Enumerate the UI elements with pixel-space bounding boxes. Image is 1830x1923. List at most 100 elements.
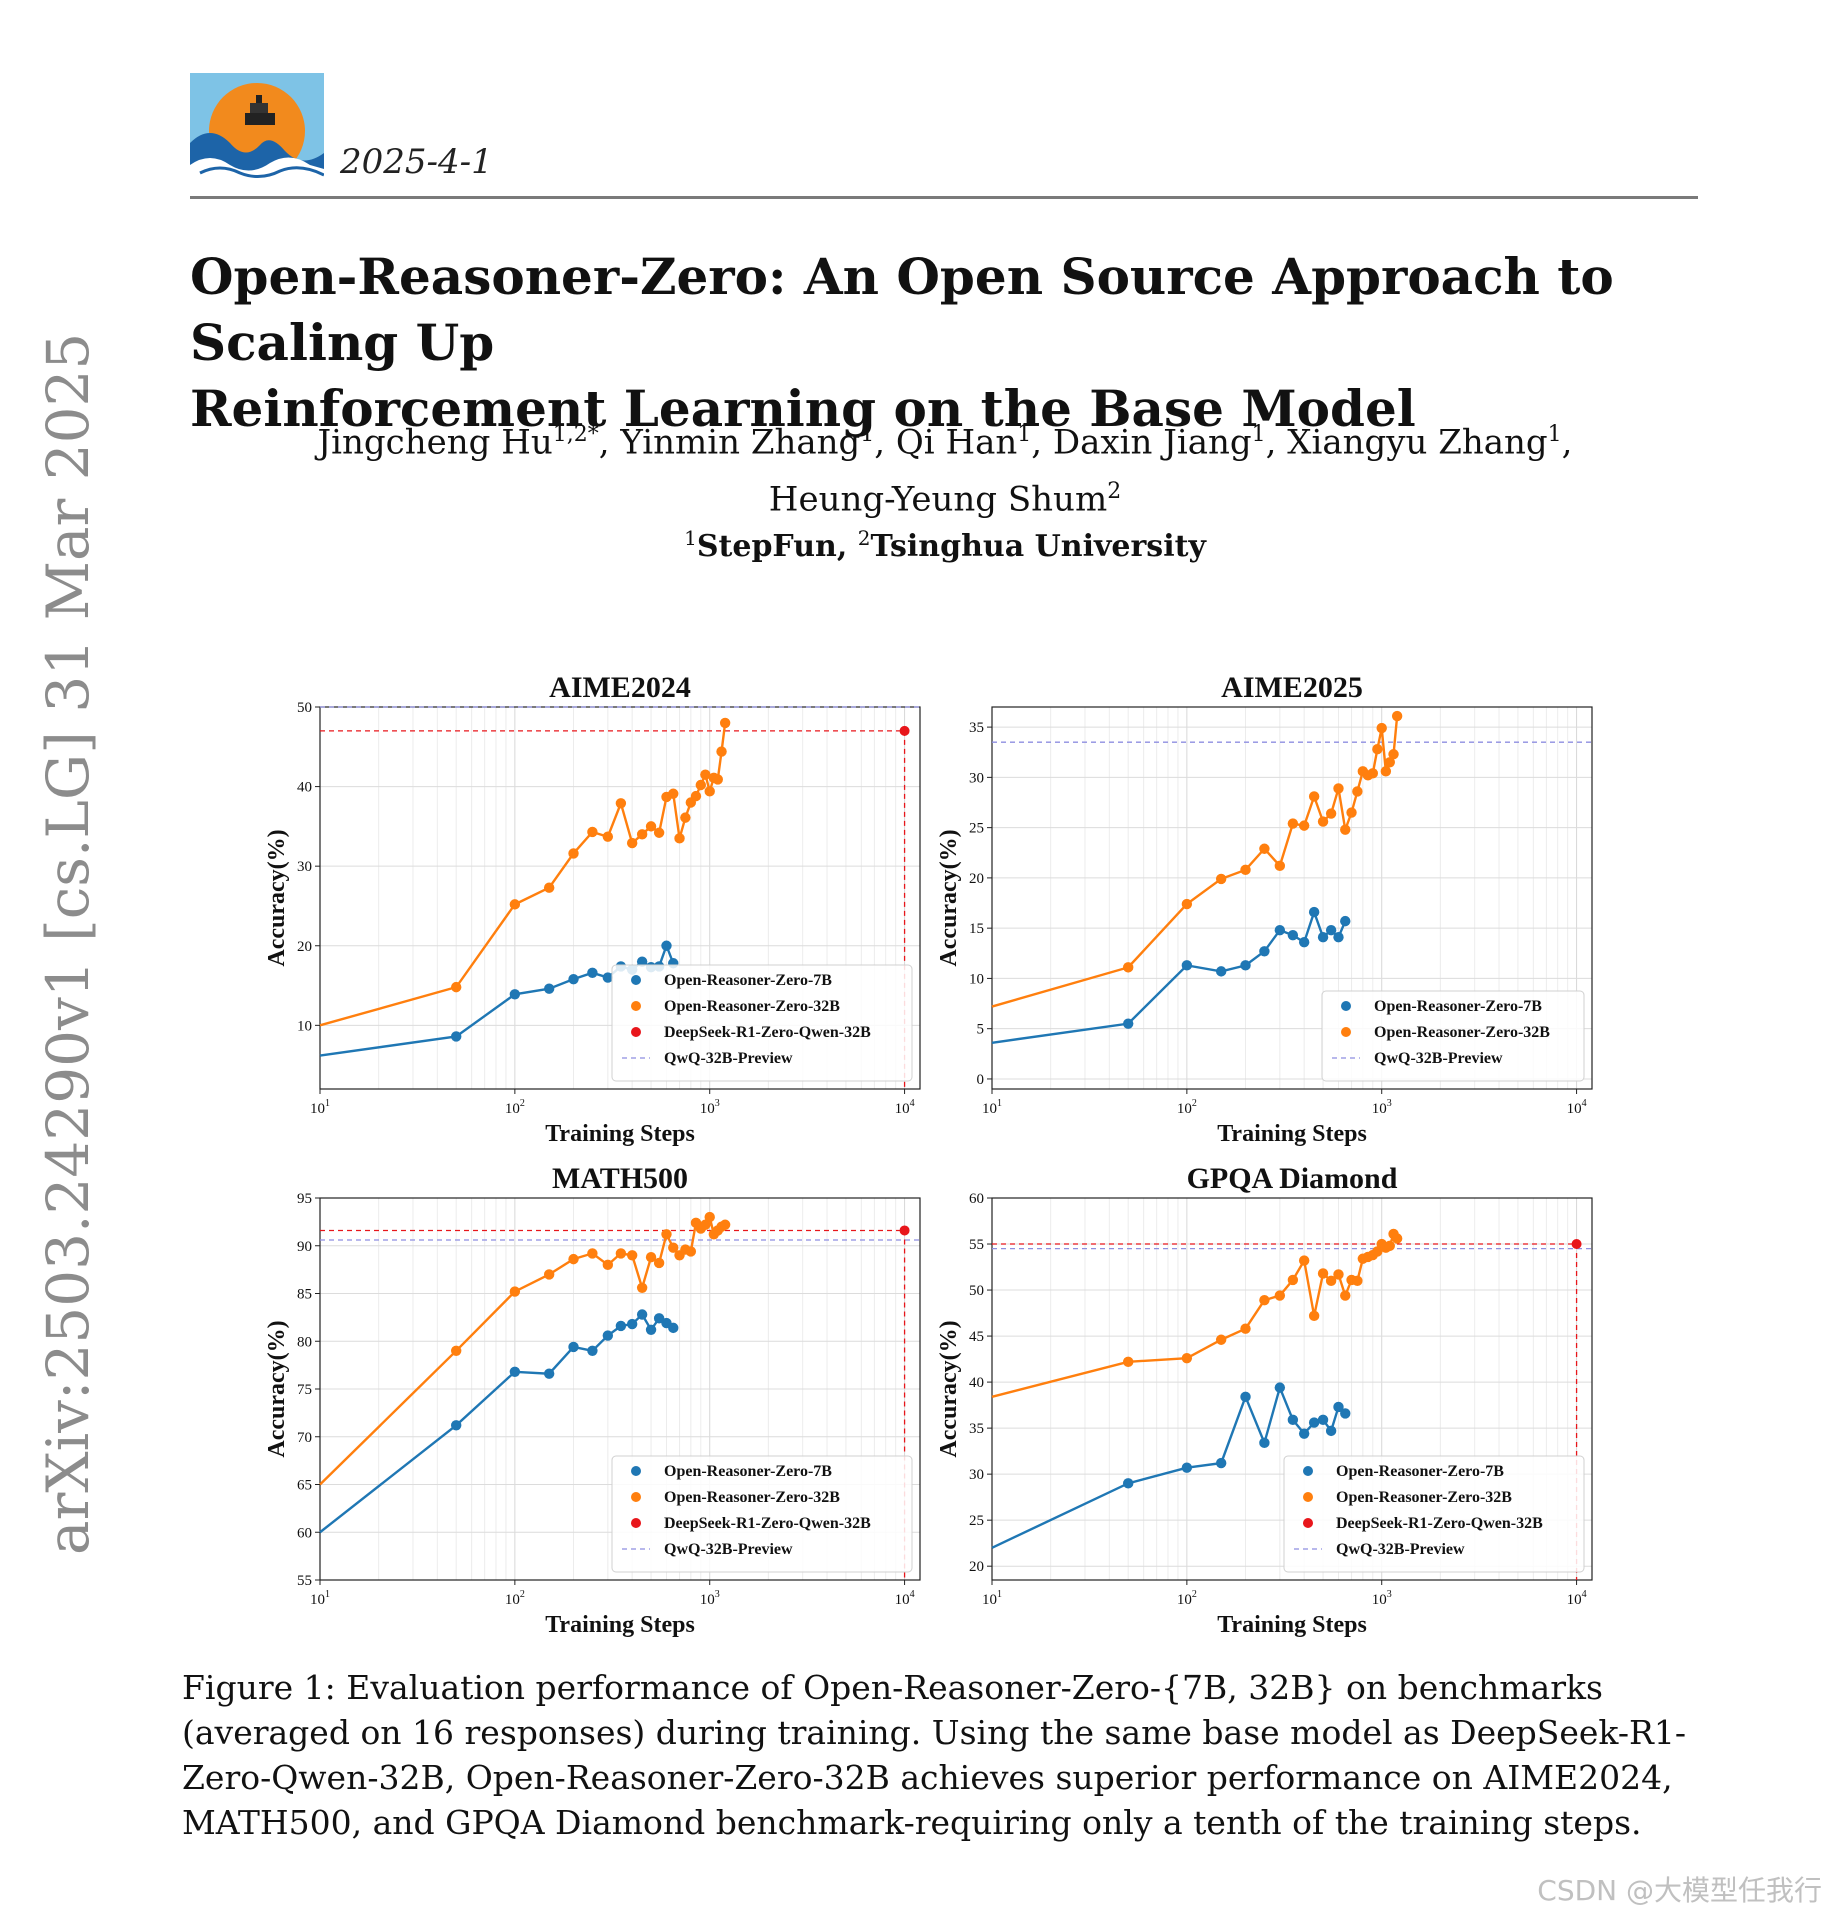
y-tick-label: 25 bbox=[969, 1513, 984, 1529]
plot-frame bbox=[991, 706, 1593, 1090]
series-point-32b bbox=[1181, 898, 1193, 910]
x-tick-label: 103 bbox=[1372, 1098, 1392, 1117]
x-tick-label: 104 bbox=[895, 1098, 915, 1117]
y-tick-label: 85 bbox=[297, 1287, 312, 1303]
x-tick-label: 102 bbox=[1177, 1098, 1197, 1117]
author-sup: 1,2* bbox=[552, 422, 599, 447]
series-point-7b bbox=[602, 972, 614, 983]
legend-label: QwQ-32B-Preview bbox=[664, 1541, 793, 1558]
author-sup: 2 bbox=[1107, 479, 1122, 505]
series-point-7b bbox=[1274, 1382, 1286, 1393]
y-tick-label: 65 bbox=[297, 1478, 312, 1494]
y-tick-label: 35 bbox=[969, 1421, 984, 1437]
x-tick-exponent: 4 bbox=[1582, 1098, 1587, 1109]
y-tick-label: 15 bbox=[969, 921, 984, 937]
y-tick-label: 35 bbox=[969, 720, 984, 736]
legend-label: QwQ-32B-Preview bbox=[1374, 1050, 1503, 1067]
series-point-7b bbox=[543, 983, 555, 994]
legend-label: Open-Reasoner-Zero-32B bbox=[664, 998, 840, 1015]
x-tick-label: 103 bbox=[1372, 1589, 1392, 1608]
x-tick-exponent: 3 bbox=[715, 1589, 720, 1600]
y-tick-label: 75 bbox=[297, 1382, 312, 1398]
series-point-7b bbox=[1333, 932, 1344, 943]
series-point-32b bbox=[450, 981, 462, 993]
series-point-7b bbox=[636, 956, 648, 967]
y-tick-label: 10 bbox=[297, 1018, 312, 1034]
x-tick-exponent: 3 bbox=[715, 1098, 720, 1109]
series-point-7b bbox=[1333, 1401, 1344, 1413]
chart-title: MATH500 bbox=[552, 1162, 688, 1195]
y-tick-label: 45 bbox=[969, 1329, 984, 1345]
series-point-32b bbox=[1215, 873, 1227, 885]
series-point-32b bbox=[1240, 1323, 1251, 1334]
y-tick-label: 70 bbox=[297, 1430, 312, 1446]
series-point-32b bbox=[1391, 1233, 1403, 1244]
author-sup: 1 bbox=[860, 422, 875, 447]
y-tick-label: 10 bbox=[969, 971, 984, 987]
series-point-32b bbox=[1274, 860, 1286, 872]
series-point-32b bbox=[1325, 1275, 1337, 1287]
legend-marker bbox=[631, 1518, 641, 1528]
legend-label: Open-Reasoner-Zero-32B bbox=[664, 1489, 840, 1506]
series-point-32b bbox=[719, 1219, 731, 1230]
series-point-32b bbox=[653, 827, 665, 838]
y-tick-label: 40 bbox=[969, 1375, 984, 1391]
series-point-7b bbox=[1274, 924, 1286, 936]
series-point-32b bbox=[636, 1282, 648, 1293]
series-point-32b bbox=[1259, 843, 1270, 854]
series-point-7b bbox=[1240, 1391, 1251, 1403]
chart-panel-1: 0 5 10 15 20 25 30 35 101 102 103 104 AIME2025 Traini… bbox=[936, 671, 1593, 1147]
legend-box bbox=[1283, 1455, 1585, 1573]
series-point-32b bbox=[1380, 766, 1392, 777]
series-point-32b bbox=[653, 1257, 665, 1269]
header-date: 2025-4-1 bbox=[340, 142, 493, 182]
legend-marker bbox=[1303, 1518, 1313, 1528]
series-point-32b bbox=[704, 786, 715, 797]
series-point-32b bbox=[1340, 824, 1351, 835]
legend-marker bbox=[1341, 1001, 1351, 1011]
series-point-7b bbox=[1298, 937, 1310, 948]
chart-title: AIME2025 bbox=[1221, 671, 1363, 704]
series-point-32b bbox=[1346, 807, 1357, 818]
series-point-32b bbox=[1384, 1240, 1395, 1252]
series-point-7b bbox=[1215, 966, 1227, 977]
author-list: Jingcheng Hu1,2*, Yinmin Zhang1, Qi Han1… bbox=[190, 410, 1700, 525]
series-point-32b bbox=[690, 790, 702, 802]
affiliations: 1StepFun, 2Tsinghua University bbox=[684, 526, 1206, 564]
x-tick-label: 102 bbox=[1177, 1589, 1197, 1608]
series-point-32b bbox=[1352, 1275, 1363, 1287]
legend-marker bbox=[631, 1001, 641, 1011]
x-tick-label: 104 bbox=[1567, 1098, 1587, 1117]
legend-label: DeepSeek-R1-Zero-Qwen-32B bbox=[664, 1024, 871, 1041]
series-point-32b bbox=[1333, 783, 1344, 794]
x-axis-label: Training Steps bbox=[1217, 1612, 1367, 1638]
x-tick-label: 101 bbox=[310, 1098, 330, 1117]
series-point-32b bbox=[509, 899, 521, 910]
y-tick-label: 0 bbox=[977, 1072, 985, 1088]
y-tick-label: 95 bbox=[297, 1191, 312, 1207]
series-point-32b bbox=[1259, 1294, 1270, 1306]
y-tick-label: 20 bbox=[297, 939, 312, 955]
series-point-7b bbox=[568, 1341, 579, 1353]
series-point-7b bbox=[615, 1320, 627, 1332]
legend-marker bbox=[631, 1466, 641, 1476]
author-name: Jingcheng Hu bbox=[317, 422, 553, 463]
series-point-32b bbox=[645, 821, 657, 832]
series-point-7b bbox=[1181, 960, 1193, 971]
series-point-32b bbox=[615, 798, 627, 809]
x-axis-label: Training Steps bbox=[545, 1612, 695, 1638]
series-line-32b bbox=[319, 1213, 726, 1486]
series-point-32b bbox=[1317, 1268, 1329, 1279]
author-sup: 1 bbox=[1547, 422, 1562, 447]
series-point-7b bbox=[636, 1309, 648, 1320]
series-point-7b bbox=[1259, 946, 1270, 957]
chart-panel-0: 10 20 30 40 50 101 102 103 104 AIME2024 Training S… bbox=[264, 671, 921, 1147]
series-point-32b bbox=[1122, 1356, 1134, 1368]
series-point-32b bbox=[1215, 1334, 1227, 1345]
series-point-32b bbox=[695, 779, 706, 791]
series-point-32b bbox=[661, 1229, 672, 1240]
series-point-7b bbox=[602, 1330, 614, 1341]
series-point-7b bbox=[568, 973, 579, 985]
x-tick-exponent: 2 bbox=[1192, 1098, 1197, 1109]
